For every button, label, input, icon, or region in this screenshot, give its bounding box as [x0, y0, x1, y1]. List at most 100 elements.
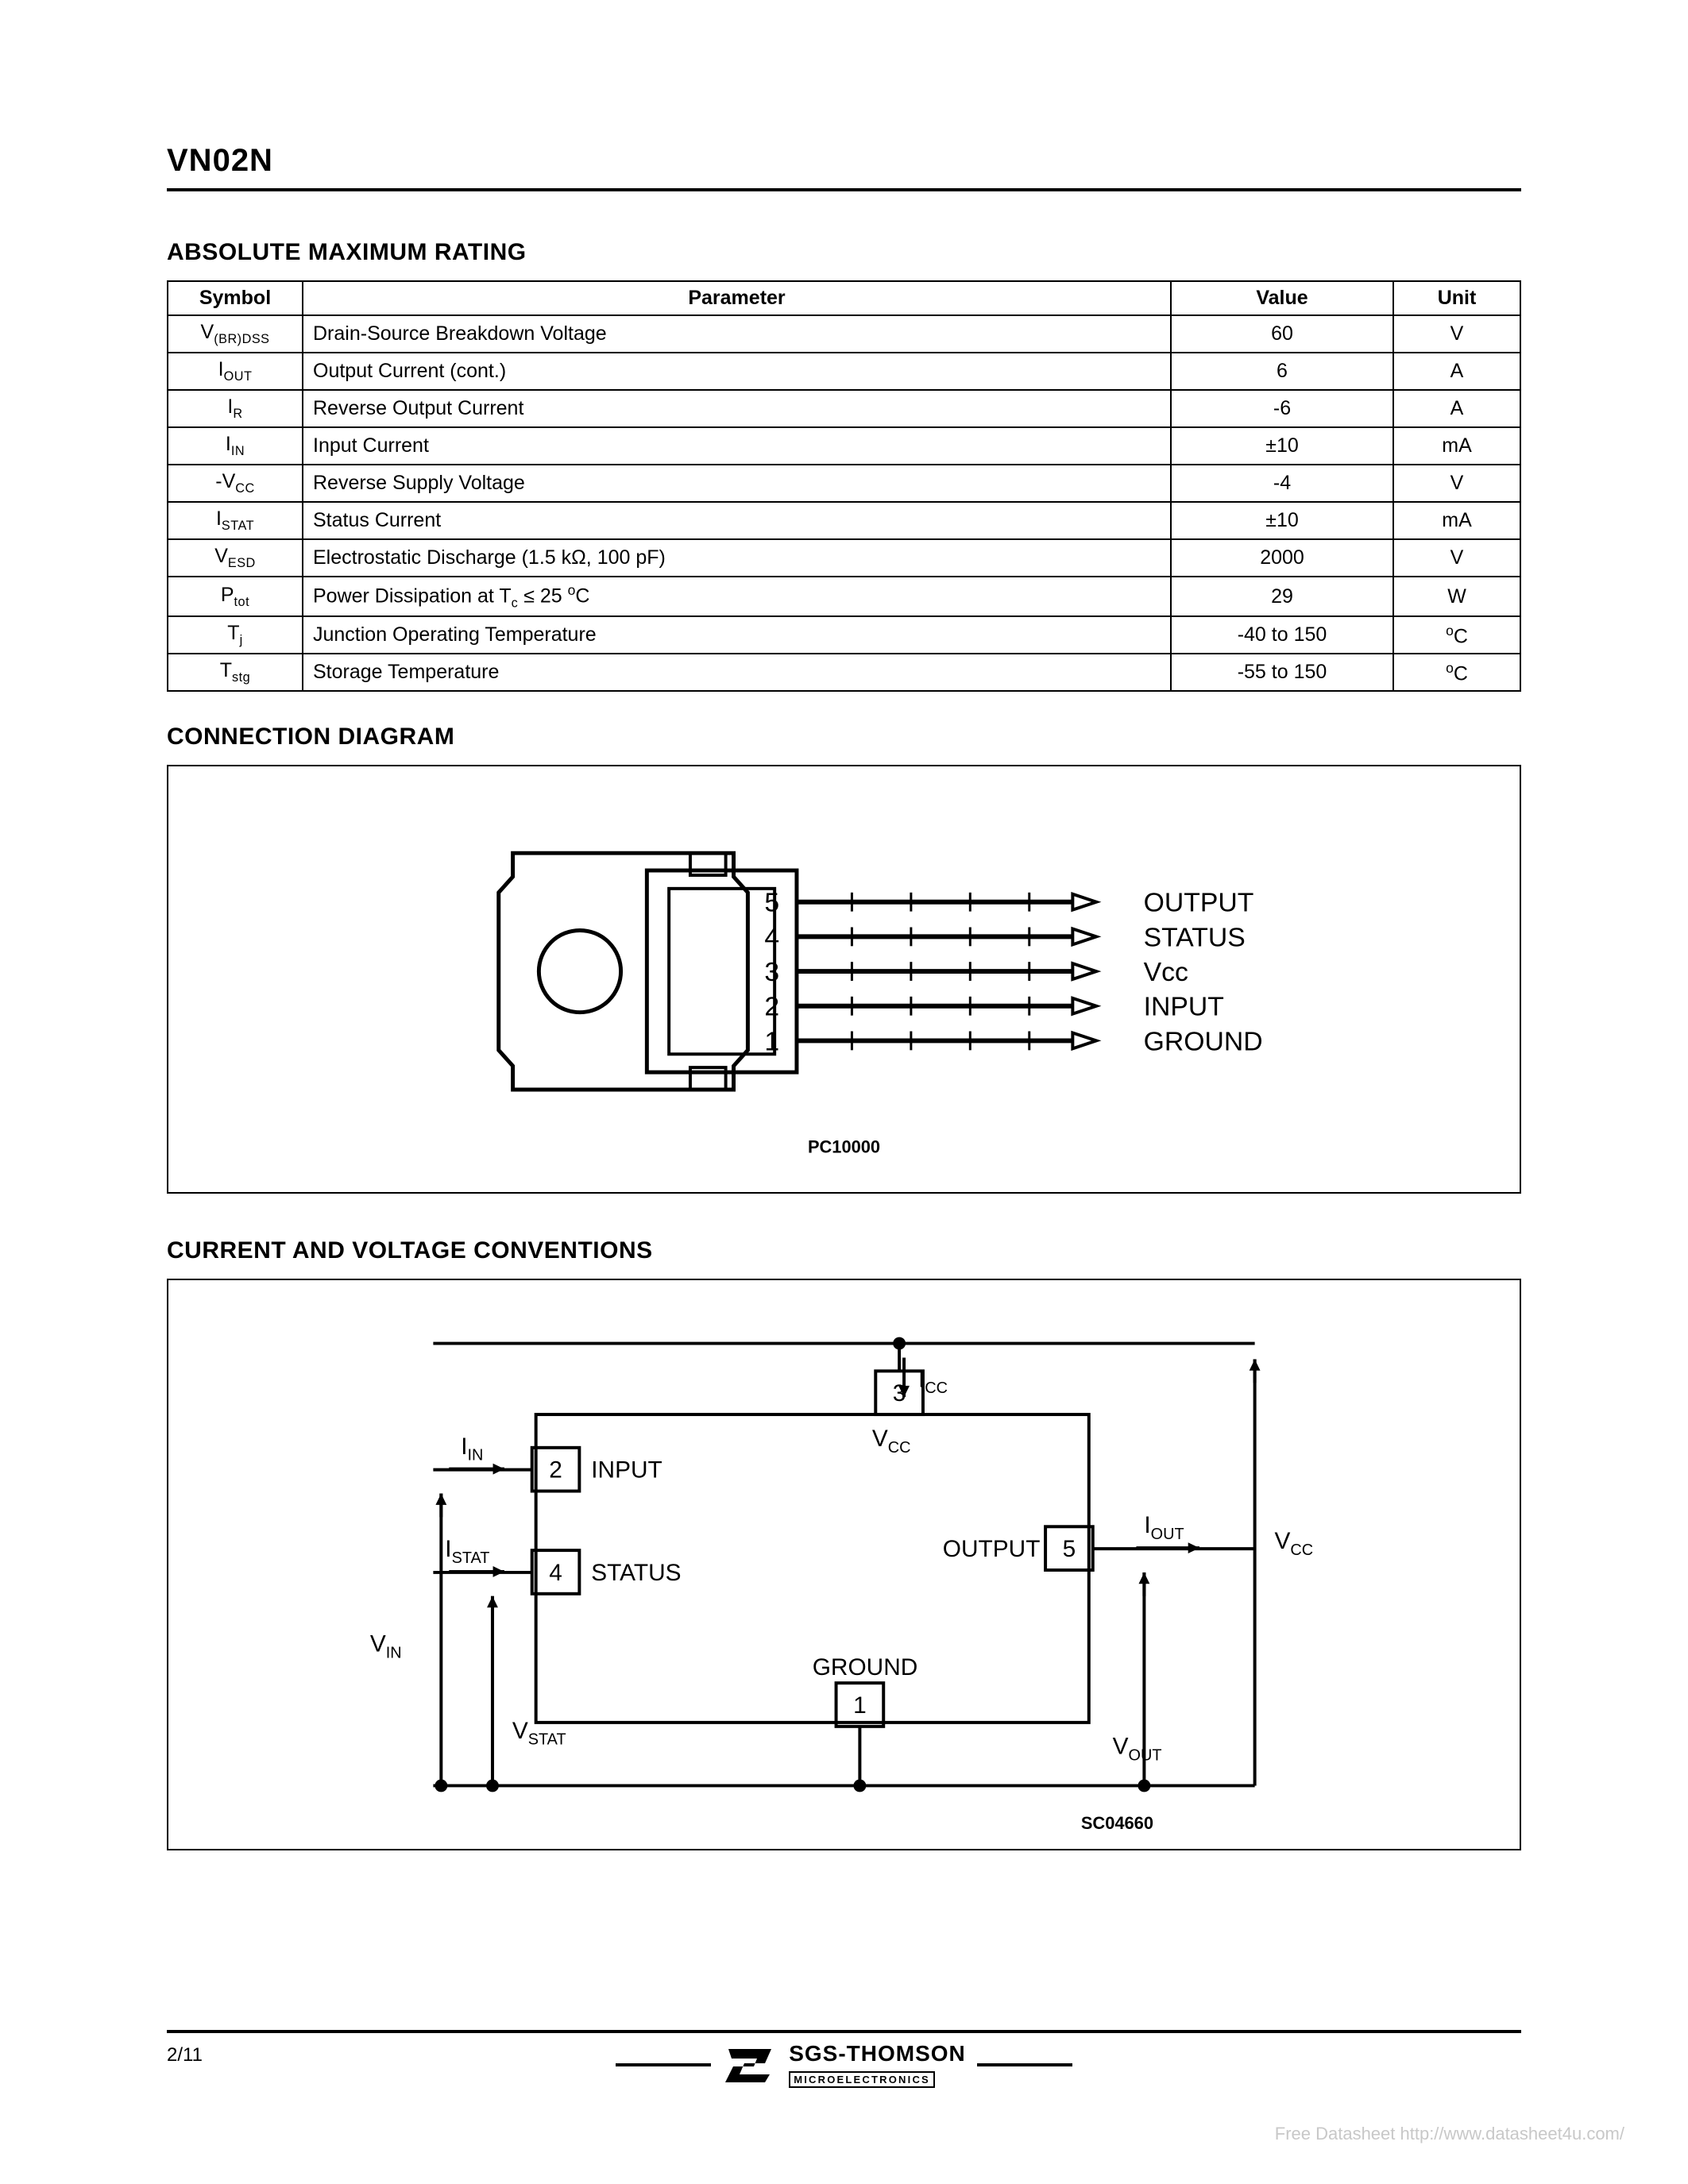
svg-text:VIN: VIN — [370, 1631, 402, 1662]
unit-cell: mA — [1393, 502, 1520, 539]
symbol-cell: Tstg — [168, 654, 303, 691]
svg-text:VCC: VCC — [1274, 1528, 1313, 1559]
part-number-header: VN02N — [167, 143, 1521, 191]
svg-text:3: 3 — [764, 957, 779, 987]
brand-logo: SGS-THOMSON MICROELECTRONICS — [616, 2041, 1072, 2089]
symbol-cell: V(BR)DSS — [168, 315, 303, 353]
symbol-cell: Ptot — [168, 577, 303, 616]
connection-section-title: CONNECTION DIAGRAM — [167, 723, 1521, 751]
table-row: IRReverse Output Current-6A — [168, 390, 1520, 427]
value-cell: 29 — [1171, 577, 1393, 616]
unit-cell: A — [1393, 353, 1520, 390]
ratings-table: Symbol Parameter Value Unit V(BR)DSSDrai… — [167, 280, 1521, 692]
brand-bottom: MICROELECTRONICS — [789, 2071, 935, 2088]
svg-text:OUTPUT: OUTPUT — [1144, 888, 1254, 918]
symbol-cell: -VCC — [168, 465, 303, 502]
unit-cell: V — [1393, 465, 1520, 502]
svg-text:VCC: VCC — [872, 1426, 911, 1457]
value-cell: ±10 — [1171, 427, 1393, 465]
page-footer: 2/11 SGS-THOMSON MICROELECTRONICS — [167, 2030, 1521, 2089]
table-row: TstgStorage Temperature-55 to 150oC — [168, 654, 1520, 691]
connection-diagram-box: 5OUTPUT4STATUS3Vcc2INPUT1GROUNDPC10000 — [167, 765, 1521, 1194]
parameter-cell: Reverse Output Current — [303, 390, 1171, 427]
svg-text:Vcc: Vcc — [1144, 957, 1188, 987]
unit-cell: oC — [1393, 616, 1520, 654]
svg-text:IIN: IIN — [461, 1433, 483, 1464]
table-header-row: Symbol Parameter Value Unit — [168, 281, 1520, 315]
col-header-symbol: Symbol — [168, 281, 303, 315]
value-cell: -55 to 150 — [1171, 654, 1393, 691]
conventions-diagram-svg: 3VCCICC2INPUTIIN4STATUSISTAT5OUTPUTIOUT1… — [168, 1280, 1520, 1849]
value-cell: ±10 — [1171, 502, 1393, 539]
parameter-cell: Electrostatic Discharge (1.5 kΩ, 100 pF) — [303, 539, 1171, 577]
parameter-cell: Reverse Supply Voltage — [303, 465, 1171, 502]
parameter-cell: Storage Temperature — [303, 654, 1171, 691]
unit-cell: W — [1393, 577, 1520, 616]
svg-text:INPUT: INPUT — [1144, 992, 1224, 1022]
parameter-cell: Junction Operating Temperature — [303, 616, 1171, 654]
svg-text:IOUT: IOUT — [1144, 1513, 1184, 1544]
svg-text:GROUND: GROUND — [1144, 1027, 1263, 1057]
logo-line-left — [616, 2063, 711, 2066]
conventions-section-title: CURRENT AND VOLTAGE CONVENTIONS — [167, 1237, 1521, 1264]
brand-top: SGS-THOMSON — [789, 2041, 966, 2066]
value-cell: 2000 — [1171, 539, 1393, 577]
unit-cell: V — [1393, 315, 1520, 353]
svg-text:ISTAT: ISTAT — [445, 1536, 489, 1567]
parameter-cell: Output Current (cont.) — [303, 353, 1171, 390]
svg-text:GROUND: GROUND — [813, 1655, 918, 1681]
watermark-text: Free Datasheet http://www.datasheet4u.co… — [1275, 2124, 1624, 2144]
symbol-cell: VESD — [168, 539, 303, 577]
unit-cell: mA — [1393, 427, 1520, 465]
table-row: TjJunction Operating Temperature-40 to 1… — [168, 616, 1520, 654]
table-row: IOUTOutput Current (cont.)6A — [168, 353, 1520, 390]
col-header-value: Value — [1171, 281, 1393, 315]
value-cell: -6 — [1171, 390, 1393, 427]
datasheet-page: VN02N ABSOLUTE MAXIMUM RATING Symbol Par… — [0, 0, 1688, 2184]
svg-text:4: 4 — [764, 923, 779, 953]
symbol-cell: ISTAT — [168, 502, 303, 539]
svg-text:2: 2 — [764, 992, 779, 1022]
symbol-cell: IR — [168, 390, 303, 427]
unit-cell: oC — [1393, 654, 1520, 691]
col-header-unit: Unit — [1393, 281, 1520, 315]
conventions-diagram-box: 3VCCICC2INPUTIIN4STATUSISTAT5OUTPUTIOUT1… — [167, 1279, 1521, 1850]
value-cell: -40 to 150 — [1171, 616, 1393, 654]
brand-text: SGS-THOMSON MICROELECTRONICS — [789, 2041, 966, 2089]
symbol-cell: IIN — [168, 427, 303, 465]
svg-text:STATUS: STATUS — [1144, 923, 1246, 953]
st-logo-icon — [722, 2046, 778, 2084]
symbol-cell: IOUT — [168, 353, 303, 390]
svg-text:1: 1 — [764, 1027, 779, 1057]
table-row: -VCCReverse Supply Voltage-4V — [168, 465, 1520, 502]
table-row: V(BR)DSSDrain-Source Breakdown Voltage60… — [168, 315, 1520, 353]
svg-text:4: 4 — [549, 1560, 562, 1586]
connection-diagram-svg: 5OUTPUT4STATUS3Vcc2INPUT1GROUNDPC10000 — [168, 766, 1520, 1192]
svg-text:INPUT: INPUT — [591, 1457, 662, 1484]
svg-text:OUTPUT: OUTPUT — [943, 1536, 1041, 1562]
table-row: IINInput Current±10mA — [168, 427, 1520, 465]
ratings-section-title: ABSOLUTE MAXIMUM RATING — [167, 239, 1521, 266]
col-header-parameter: Parameter — [303, 281, 1171, 315]
svg-text:1: 1 — [853, 1692, 867, 1719]
parameter-cell: Status Current — [303, 502, 1171, 539]
symbol-cell: Tj — [168, 616, 303, 654]
value-cell: 60 — [1171, 315, 1393, 353]
parameter-cell: Input Current — [303, 427, 1171, 465]
parameter-cell: Drain-Source Breakdown Voltage — [303, 315, 1171, 353]
table-row: PtotPower Dissipation at Tc ≤ 25 oC29W — [168, 577, 1520, 616]
table-row: VESDElectrostatic Discharge (1.5 kΩ, 100… — [168, 539, 1520, 577]
unit-cell: A — [1393, 390, 1520, 427]
table-row: ISTATStatus Current±10mA — [168, 502, 1520, 539]
svg-text:STATUS: STATUS — [591, 1560, 681, 1586]
parameter-cell: Power Dissipation at Tc ≤ 25 oC — [303, 577, 1171, 616]
svg-text:5: 5 — [1063, 1536, 1076, 1562]
unit-cell: V — [1393, 539, 1520, 577]
svg-text:5: 5 — [764, 888, 779, 918]
page-number: 2/11 — [167, 2044, 203, 2066]
value-cell: -4 — [1171, 465, 1393, 502]
logo-line-right — [977, 2063, 1072, 2066]
svg-text:2: 2 — [549, 1457, 562, 1484]
svg-text:SC04660: SC04660 — [1081, 1813, 1153, 1833]
value-cell: 6 — [1171, 353, 1393, 390]
